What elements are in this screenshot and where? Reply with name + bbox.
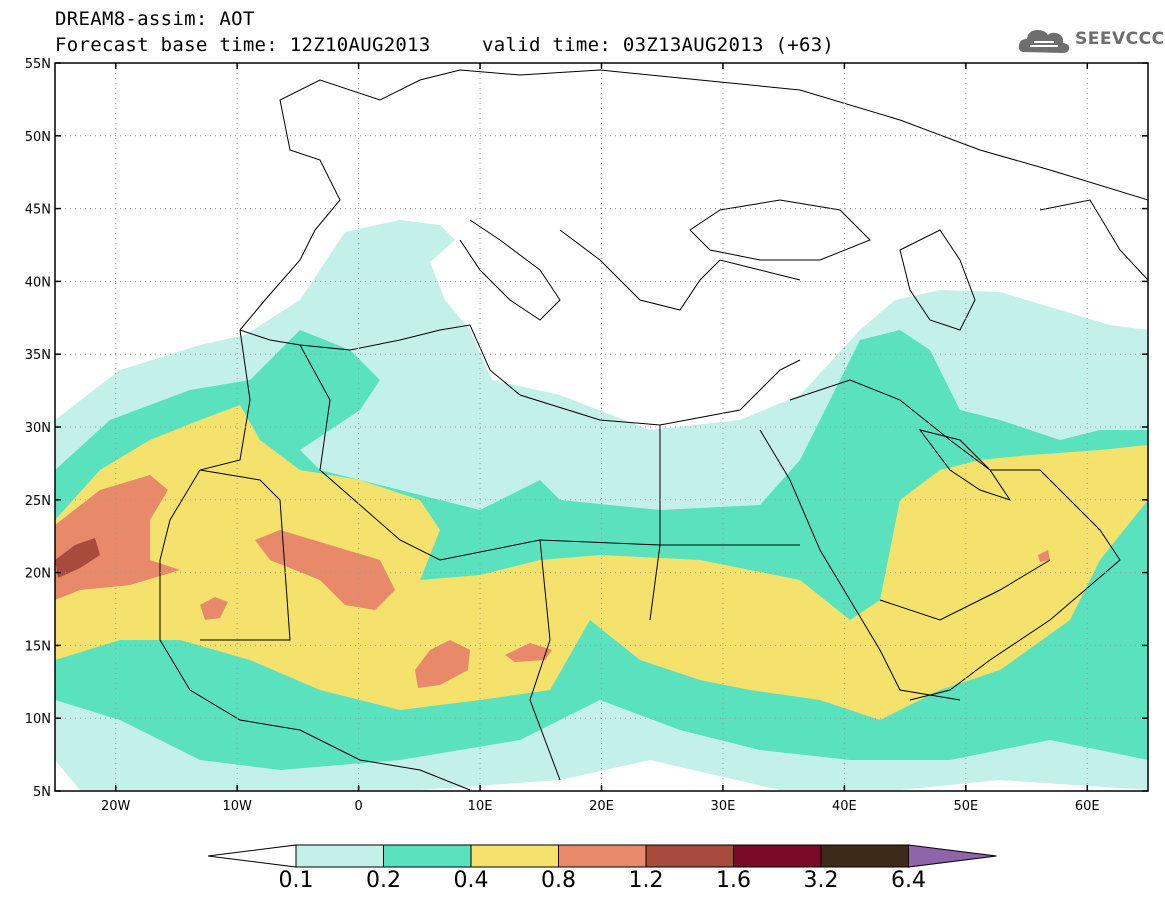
lat-label: 40N <box>25 275 51 290</box>
map-title: DREAM8-assim: AOT <box>55 8 255 30</box>
aot-band-0.8-chad <box>415 640 470 688</box>
colorbar-label: 3.2 <box>803 868 839 893</box>
aot-band-1.2-core <box>55 538 100 578</box>
lon-label: 60E <box>1075 799 1100 814</box>
lat-label: 25N <box>25 494 51 509</box>
lon-label: 20W <box>101 799 131 814</box>
colorbar-arrow-high <box>908 844 997 868</box>
colorbar-label: 0.2 <box>366 868 401 893</box>
colorbar-swatch <box>645 844 734 868</box>
lon-label: 0 <box>354 799 362 814</box>
forecast-base-time: Forecast base time: 12Z10AUG2013 <box>55 34 431 56</box>
coast-red-sea <box>759 429 961 701</box>
lon-label: 10W <box>222 799 252 814</box>
border-5 <box>879 559 1051 621</box>
coast-caspian <box>899 229 976 331</box>
lon-label: 30E <box>711 799 736 814</box>
colorbar-label: 6.4 <box>891 868 926 893</box>
lat-label: 55N <box>25 57 51 72</box>
aot-band-0.8-west <box>55 475 180 600</box>
coast-balkans <box>559 229 801 311</box>
coast-europe-africa <box>239 69 1148 331</box>
lon-label: 50E <box>953 799 978 814</box>
colorbar-label: 0.4 <box>453 868 489 893</box>
colorbar-label: 1.6 <box>716 868 751 893</box>
coastlines <box>159 69 1148 791</box>
aot-band-0.8-arabia <box>1038 550 1050 562</box>
colorbar-label: 1.2 <box>628 868 664 893</box>
colorbar-label: 0.1 <box>278 868 314 893</box>
coast-italy <box>459 219 561 321</box>
colorbar-swatch <box>558 844 647 868</box>
lon-label: 10E <box>468 799 493 814</box>
lat-label: 20N <box>25 567 51 582</box>
lat-label: 30N <box>25 421 51 436</box>
border-1 <box>299 344 661 621</box>
border-2 <box>659 425 800 546</box>
aot-band-0.8-sahara <box>255 530 395 610</box>
lat-label: 5N <box>33 785 51 800</box>
colorbar-swatch <box>470 844 559 868</box>
lon-label: 40E <box>832 799 857 814</box>
logo-text: SEEVCCC <box>1075 29 1165 49</box>
lat-label: 35N <box>25 348 51 363</box>
lat-label: 15N <box>25 639 51 654</box>
colorbar-label: 0.8 <box>541 868 576 893</box>
border-4 <box>529 539 561 781</box>
colorbar-arrow-low <box>207 844 297 868</box>
coast-west-africa <box>159 329 471 791</box>
coast-north-africa <box>239 324 801 426</box>
border-6 <box>1039 199 1148 281</box>
lon-label: 20E <box>589 799 614 814</box>
aot-band-0.8-chad2 <box>505 643 552 662</box>
lat-label: 45N <box>25 203 51 218</box>
colorbar-swatch <box>733 844 822 868</box>
colorbar-swatch <box>295 844 384 868</box>
lat-label: 10N <box>25 712 51 727</box>
aot-band-0.8-small1 <box>200 597 228 620</box>
coast-black-sea <box>689 199 871 261</box>
lat-label: 50N <box>25 130 51 145</box>
colorbar-swatch <box>820 844 909 868</box>
colorbar-swatch <box>383 844 472 868</box>
valid-time: valid time: 03Z13AUG2013 (+63) <box>482 34 835 56</box>
cloud-logo-icon <box>1018 30 1070 53</box>
